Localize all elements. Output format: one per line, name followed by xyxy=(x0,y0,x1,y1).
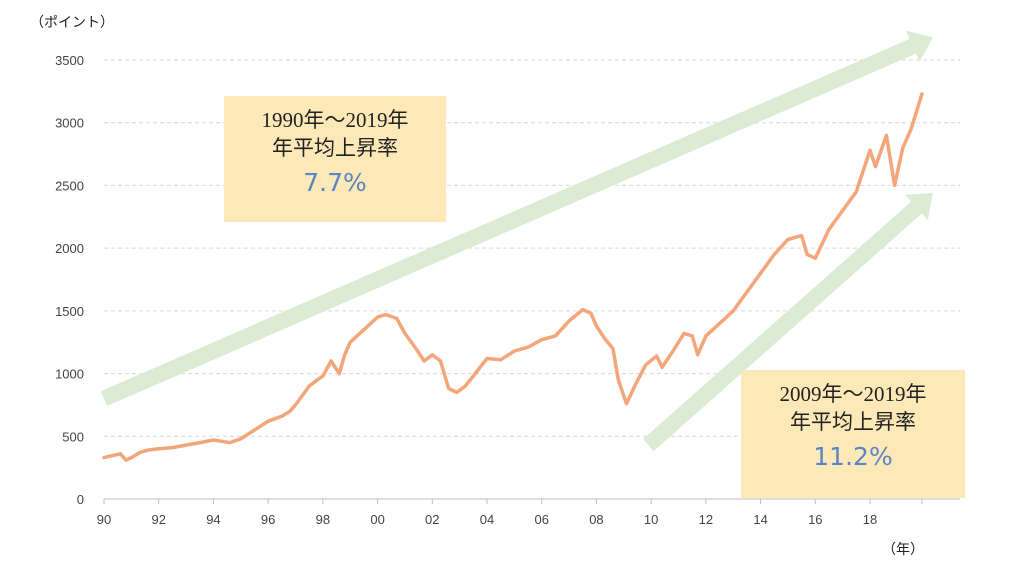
x-tick-label: 08 xyxy=(589,512,603,527)
y-tick-label: 3000 xyxy=(55,116,84,131)
y-tick-label: 2500 xyxy=(55,178,84,193)
trend-arrows xyxy=(100,30,933,452)
y-axis-ticks: 0 500 1000 1500 2000 2500 3000 3500 xyxy=(55,53,84,507)
x-tick-label: 00 xyxy=(370,512,384,527)
x-tick-label: 12 xyxy=(699,512,713,527)
annotation-caption: 年平均上昇率 xyxy=(790,410,916,434)
x-tick-label: 94 xyxy=(206,512,220,527)
annotation-box-2009-2019: 2009年～2019年 年平均上昇率 11.2% xyxy=(741,370,965,498)
x-tick-label: 02 xyxy=(425,512,439,527)
x-tick-label: 10 xyxy=(644,512,658,527)
x-axis-ticks: 90 92 94 96 98 00 02 04 06 08 10 12 14 16 18 xyxy=(97,499,923,527)
y-tick-label: 0 xyxy=(77,492,84,507)
y-tick-label: 1000 xyxy=(55,367,84,382)
annotation-rate: 7.7% xyxy=(303,168,367,197)
x-tick-label: 18 xyxy=(863,512,877,527)
annotation-caption: 年平均上昇率 xyxy=(272,136,398,160)
series-line xyxy=(102,92,924,462)
x-tick-label: 04 xyxy=(480,512,494,527)
y-tick-label: 500 xyxy=(62,429,84,444)
x-tick-label: 92 xyxy=(151,512,165,527)
annotation-period: 2009年～2019年 xyxy=(779,382,927,406)
x-tick-label: 96 xyxy=(261,512,275,527)
x-axis-label: （年） xyxy=(882,542,924,558)
y-tick-label: 1500 xyxy=(55,304,84,319)
x-tick-label: 14 xyxy=(753,512,767,527)
x-tick-label: 98 xyxy=(316,512,330,527)
y-axis-label: （ポイント） xyxy=(30,15,114,31)
x-tick-label: 06 xyxy=(534,512,548,527)
trend-arrow-2 xyxy=(643,193,933,452)
annotation-box-1990-2019: 1990年～2019年 年平均上昇率 7.7% xyxy=(224,96,446,222)
y-tick-label: 2000 xyxy=(55,241,84,256)
x-tick-label: 90 xyxy=(97,512,111,527)
annotation-rate: 11.2% xyxy=(813,442,893,471)
x-tick-label: 16 xyxy=(808,512,822,527)
y-tick-label: 3500 xyxy=(55,53,84,68)
annotation-period: 1990年～2019年 xyxy=(261,108,409,132)
trend-arrow-1 xyxy=(100,30,933,406)
